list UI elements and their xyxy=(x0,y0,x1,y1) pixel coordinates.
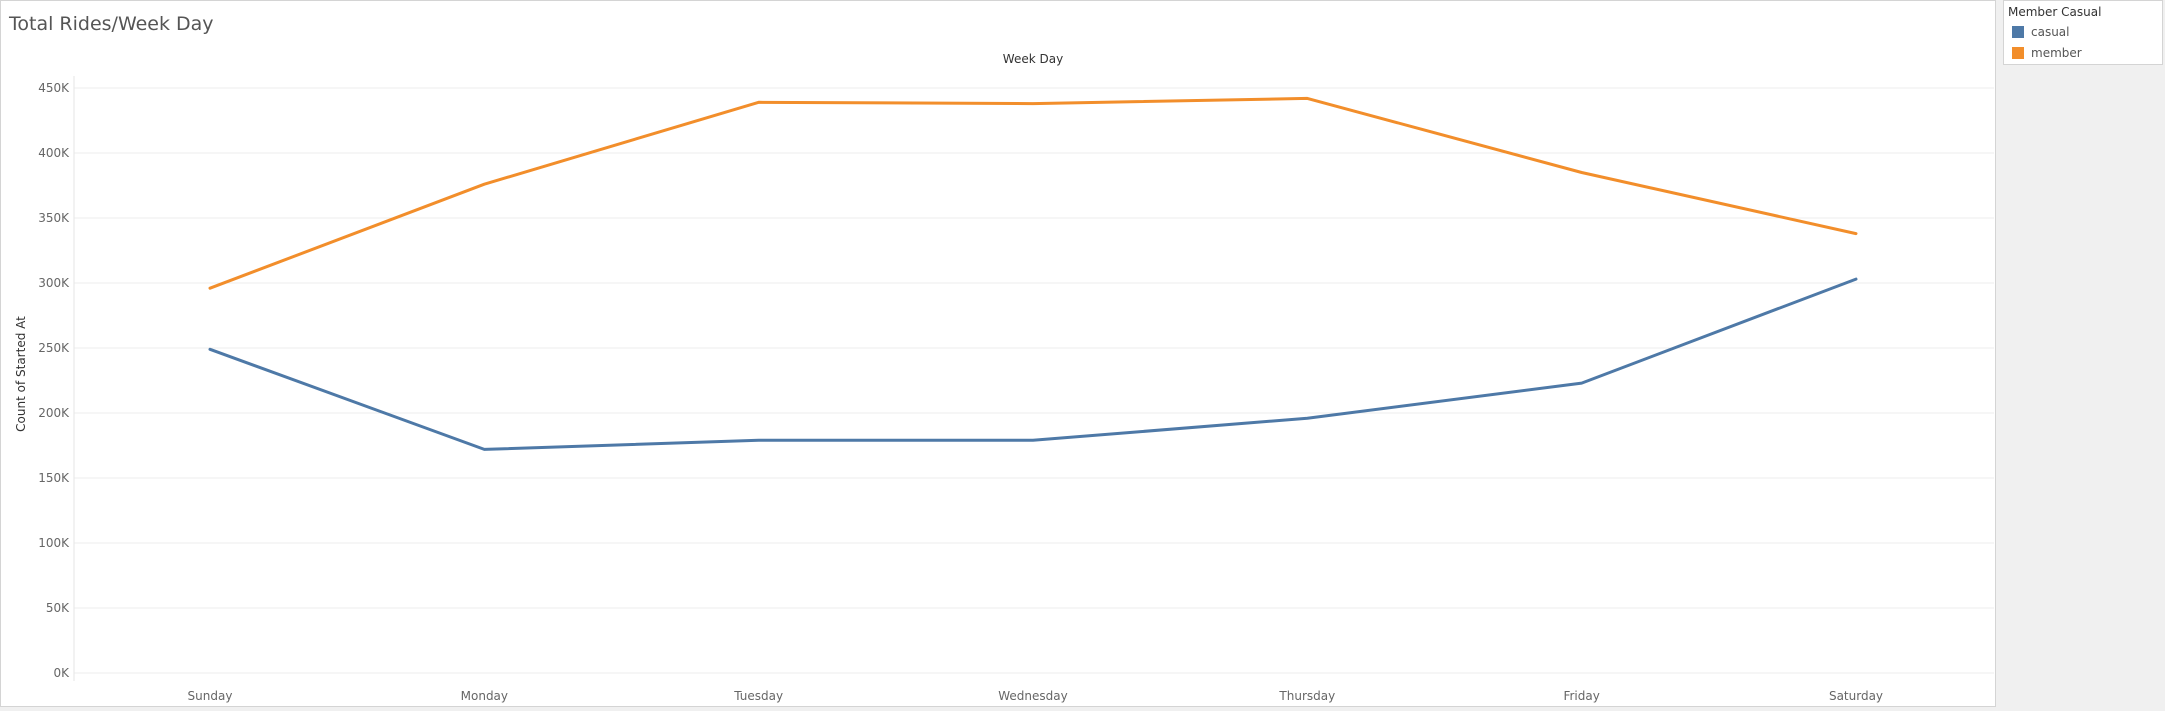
point-casual-tuesday[interactable] xyxy=(757,438,761,442)
point-member-sunday[interactable] xyxy=(208,286,212,290)
x-tick-tuesday: Tuesday xyxy=(733,689,783,703)
series-line-casual[interactable] xyxy=(208,277,1858,451)
point-member-tuesday[interactable] xyxy=(757,100,761,104)
x-tick-sunday: Sunday xyxy=(188,689,233,703)
series-line-member[interactable] xyxy=(208,96,1858,290)
x-tick-saturday: Saturday xyxy=(1829,689,1883,703)
chart-title: Total Rides/Week Day xyxy=(9,13,214,35)
line-chart[interactable]: 0K 50K 100K 150K 200K 250K 300K 350K 400K 450K Su… xyxy=(1,1,1997,708)
x-tick-wednesday: Wednesday xyxy=(998,689,1067,703)
point-casual-saturday[interactable] xyxy=(1854,277,1858,281)
x-tick-monday: Monday xyxy=(461,689,508,703)
y-axis-title: Count of Started At xyxy=(14,316,28,432)
legend-swatch-casual xyxy=(2012,26,2024,38)
y-tick-100K: 100K xyxy=(38,536,70,550)
x-axis-ticks: Sunday Monday Tuesday Wednesday Thursday Frid… xyxy=(188,689,1883,703)
chart-sheet: Total Rides/Week Day 0K 50K 100K 150K 200K 25… xyxy=(0,0,1996,707)
legend-title: Member Casual xyxy=(2008,5,2102,19)
point-member-wednesday[interactable] xyxy=(1031,102,1035,106)
point-member-thursday[interactable] xyxy=(1305,96,1309,100)
legend-swatch-member xyxy=(2012,47,2024,59)
x-axis-title: Week Day xyxy=(1003,52,1063,66)
y-tick-150K: 150K xyxy=(38,471,70,485)
point-casual-thursday[interactable] xyxy=(1305,416,1309,420)
y-tick-450K: 450K xyxy=(38,81,70,95)
legend-label-casual: casual xyxy=(2031,25,2070,39)
point-member-saturday[interactable] xyxy=(1854,232,1858,236)
series-lines xyxy=(208,96,1858,451)
point-member-monday[interactable] xyxy=(482,182,486,186)
gridlines xyxy=(73,76,1994,681)
y-axis-ticks: 0K 50K 100K 150K 200K 250K 300K 350K 400K 450K xyxy=(38,81,70,680)
x-tick-thursday: Thursday xyxy=(1278,689,1335,703)
point-casual-wednesday[interactable] xyxy=(1031,438,1035,442)
point-member-friday[interactable] xyxy=(1580,171,1584,175)
y-tick-350K: 350K xyxy=(38,211,70,225)
y-tick-200K: 200K xyxy=(38,406,70,420)
legend: Member Casual casual member xyxy=(2003,0,2163,65)
point-casual-friday[interactable] xyxy=(1580,381,1584,385)
y-tick-250K: 250K xyxy=(38,341,70,355)
y-tick-300K: 300K xyxy=(38,276,70,290)
point-casual-sunday[interactable] xyxy=(208,347,212,351)
legend-label-member: member xyxy=(2031,46,2082,60)
x-tick-friday: Friday xyxy=(1563,689,1599,703)
legend-item-casual[interactable]: casual xyxy=(2012,25,2070,39)
y-tick-400K: 400K xyxy=(38,146,70,160)
point-casual-monday[interactable] xyxy=(482,447,486,451)
y-tick-0K: 0K xyxy=(53,666,70,680)
y-tick-50K: 50K xyxy=(46,601,70,615)
legend-item-member[interactable]: member xyxy=(2012,46,2082,60)
